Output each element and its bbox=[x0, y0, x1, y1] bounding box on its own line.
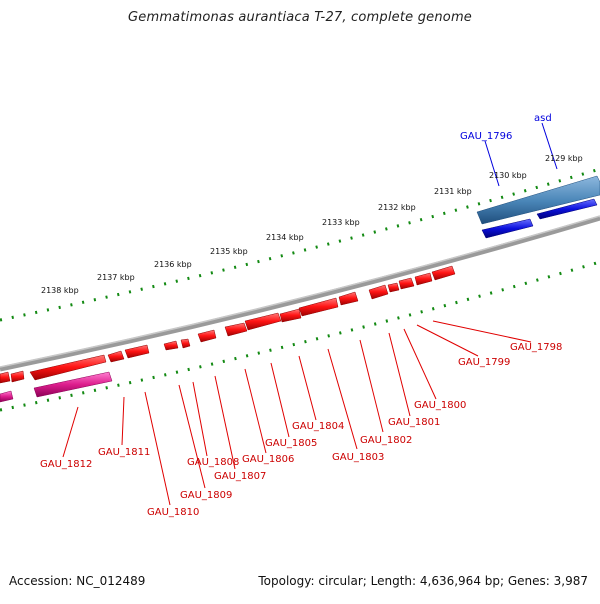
scale-track-inner bbox=[0, 260, 600, 412]
gene-label-gau-1799: GAU_1799 bbox=[458, 357, 510, 368]
connector-gau-1809 bbox=[178, 384, 206, 489]
connector-gau-1807 bbox=[214, 375, 236, 470]
scale-label-2129: 2129 kbp bbox=[545, 154, 583, 163]
gene-label-gau-1806: GAU_1806 bbox=[242, 454, 294, 465]
scale-track-outer bbox=[0, 167, 600, 322]
scale-label-2131: 2131 kbp bbox=[434, 187, 472, 196]
reverse-gene-center-9 bbox=[298, 297, 339, 317]
scale-labels: 2129 kbp 2130 kbp 2131 kbp 2132 kbp 2133… bbox=[41, 154, 583, 295]
genome-summary: Topology: circular; Length: 4,636,964 bp… bbox=[258, 574, 588, 588]
genome-title: Gemmatimonas aurantiaca T-27, complete g… bbox=[127, 10, 473, 25]
connector-gau-1801 bbox=[388, 332, 411, 417]
gene-label-gau-1801: GAU_1801 bbox=[388, 417, 440, 428]
reverse-gene-center-2 bbox=[124, 344, 150, 359]
connector-gau-1802 bbox=[359, 339, 384, 433]
reverse-gene-large-left bbox=[29, 354, 107, 381]
connector-gau-1811 bbox=[121, 396, 125, 446]
reverse-gene-center-4 bbox=[180, 338, 191, 349]
forward-labels: asd GAU_1796 bbox=[460, 113, 552, 142]
connector-gau-1803 bbox=[327, 348, 358, 450]
forward-label-connectors bbox=[484, 122, 558, 187]
gene-label-gau-1810: GAU_1810 bbox=[147, 507, 199, 518]
reverse-gene-center-5 bbox=[197, 329, 217, 343]
connector-gau-1808 bbox=[192, 381, 208, 457]
reverse-gene-right-1 bbox=[368, 284, 389, 300]
accession-label: Accession: NC_012489 bbox=[9, 574, 146, 588]
connector-gau-1805 bbox=[270, 362, 290, 438]
connector-gau-1810 bbox=[144, 391, 171, 506]
connector-gau-1796 bbox=[484, 140, 500, 187]
connector-gau-1804 bbox=[298, 355, 317, 421]
gene-label-gau-1805: GAU_1805 bbox=[265, 438, 317, 449]
reverse-labels: GAU_1798 GAU_1799 GAU_1800 GAU_1801 GAU_… bbox=[40, 342, 562, 518]
reverse-gene-right-4 bbox=[414, 272, 433, 286]
gene-label-gau-1803: GAU_1803 bbox=[332, 452, 384, 463]
reverse-gene-left-1 bbox=[0, 371, 11, 384]
reverse-gene-right-2 bbox=[387, 282, 400, 293]
scale-label-2138: 2138 kbp bbox=[41, 286, 79, 295]
scale-label-2132: 2132 kbp bbox=[378, 203, 416, 212]
gene-label-gau-1807: GAU_1807 bbox=[214, 471, 266, 482]
pink-gene-main bbox=[33, 371, 113, 398]
reverse-gene-center-10 bbox=[338, 291, 359, 306]
gene-label-asd: asd bbox=[534, 113, 552, 124]
gene-label-gau-1809: GAU_1809 bbox=[180, 490, 232, 501]
genome-backbone bbox=[0, 215, 600, 372]
reverse-gene-right-3 bbox=[398, 277, 415, 290]
reverse-gene-left-2 bbox=[10, 370, 25, 383]
gene-label-gau-1811: GAU_1811 bbox=[98, 447, 150, 458]
scale-label-2135: 2135 kbp bbox=[210, 247, 248, 256]
reverse-gene-center-6 bbox=[224, 322, 248, 337]
pink-gene-left bbox=[0, 390, 14, 403]
gene-label-gau-1804: GAU_1804 bbox=[292, 421, 344, 432]
forward-gene-asd-right bbox=[536, 198, 598, 220]
connector-asd bbox=[541, 122, 558, 170]
scale-label-2133: 2133 kbp bbox=[322, 218, 360, 227]
reverse-gene-center-3 bbox=[163, 340, 179, 351]
label-connectors bbox=[62, 320, 532, 506]
connector-gau-1799 bbox=[416, 324, 479, 357]
reverse-gene-center-8 bbox=[279, 308, 302, 323]
scale-label-2130: 2130 kbp bbox=[489, 171, 527, 180]
gene-label-gau-1798: GAU_1798 bbox=[510, 342, 562, 353]
reverse-gene-right-5 bbox=[431, 265, 456, 281]
gene-label-gau-1796: GAU_1796 bbox=[460, 131, 512, 142]
gene-label-gau-1800: GAU_1800 bbox=[414, 400, 466, 411]
scale-label-2136: 2136 kbp bbox=[154, 260, 192, 269]
scale-label-2134: 2134 kbp bbox=[266, 233, 304, 242]
forward-gene-gau-1796 bbox=[476, 175, 600, 225]
connector-gau-1812 bbox=[62, 406, 79, 458]
forward-gene-asd-left bbox=[481, 218, 534, 239]
genome-backbone-highlight bbox=[0, 215, 600, 368]
connector-gau-1798 bbox=[432, 320, 532, 343]
reverse-gene-center-1 bbox=[107, 350, 125, 363]
gene-label-gau-1812: GAU_1812 bbox=[40, 459, 92, 470]
gene-label-gau-1808: GAU_1808 bbox=[187, 457, 239, 468]
connector-gau-1800 bbox=[403, 328, 437, 400]
connector-gau-1806 bbox=[244, 368, 267, 454]
reverse-gene-center-7 bbox=[244, 312, 282, 331]
gene-label-gau-1802: GAU_1802 bbox=[360, 435, 412, 446]
scale-label-2137: 2137 kbp bbox=[97, 273, 135, 282]
